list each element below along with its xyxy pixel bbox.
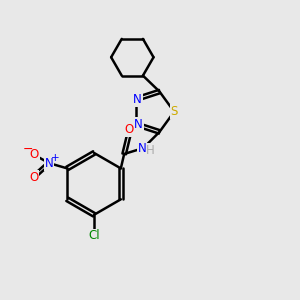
Text: N: N bbox=[133, 93, 142, 106]
Text: N: N bbox=[45, 157, 53, 169]
Text: −: − bbox=[22, 143, 33, 156]
Text: O: O bbox=[124, 123, 133, 136]
Text: N: N bbox=[137, 142, 146, 154]
Text: +: + bbox=[51, 153, 60, 163]
Text: H: H bbox=[146, 144, 155, 157]
Text: O: O bbox=[29, 171, 38, 184]
Text: N: N bbox=[134, 118, 143, 131]
Text: S: S bbox=[170, 105, 178, 118]
Text: Cl: Cl bbox=[88, 230, 100, 242]
Text: O: O bbox=[30, 148, 39, 161]
